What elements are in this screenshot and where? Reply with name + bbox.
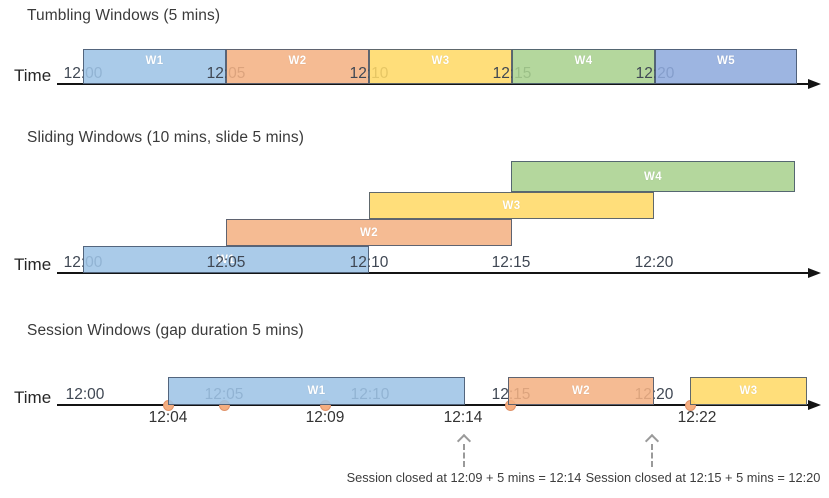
window-bar-label: W1 [145, 55, 164, 67]
tick-label-1220: 12:20 [634, 254, 674, 271]
section-title-session: Session Windows (gap duration 5 mins) [27, 322, 304, 339]
window-bar-w3: W3 [369, 49, 512, 84]
time-axis-label: Time [14, 66, 52, 85]
window-bar-w2: W2 [508, 377, 654, 405]
tick-label-1210: 12:10 [349, 254, 389, 271]
event-time-label-1214: 12:14 [443, 409, 483, 426]
window-bar-label: W1 [216, 253, 236, 266]
event-time-label-1209: 12:09 [305, 409, 345, 426]
window-bar-w4: W4 [511, 161, 795, 192]
window-bar-w2: W2 [226, 219, 512, 246]
window-bar-label: W3 [431, 55, 450, 67]
window-bar-label: W3 [502, 199, 521, 212]
time-axis [57, 272, 810, 274]
window-bar-w3: W3 [690, 377, 807, 405]
time-axis [57, 404, 810, 406]
arrow-shaft [651, 444, 653, 467]
window-bar-label: W5 [716, 55, 736, 67]
tick-label-1200: 12:00 [65, 386, 105, 403]
event-time-label-1222: 12:22 [677, 409, 717, 426]
window-bar-w2: W2 [226, 49, 369, 84]
axis-arrowhead [808, 79, 821, 89]
tick-label-1215: 12:15 [491, 254, 531, 271]
time-axis [57, 83, 810, 85]
window-bar-label: W2 [359, 226, 379, 239]
window-bar-label: W4 [574, 55, 593, 67]
window-bar-label: W3 [739, 385, 758, 397]
window-bar-label: W1 [307, 385, 326, 397]
window-bar-label: W2 [571, 385, 591, 397]
event-time-label-1204: 12:04 [148, 409, 188, 426]
time-axis-label: Time [14, 388, 52, 407]
axis-arrowhead [808, 400, 821, 410]
tick-label-1205: 12:05 [206, 254, 246, 271]
time-axis-label: Time [14, 255, 52, 274]
window-bar-w1: W1 [83, 49, 226, 84]
session-close-annotation-1: Session closed at 12:09 + 5 mins = 12:14 [346, 470, 582, 485]
window-bar-label: W4 [643, 170, 663, 183]
session-close-annotation-2: Session closed at 12:15 + 5 mins = 12:20 [585, 470, 821, 485]
window-bar-w3: W3 [369, 192, 654, 219]
axis-arrowhead [808, 268, 821, 278]
window-bar-label: W2 [288, 55, 307, 67]
section-title-tumbling: Tumbling Windows (5 mins) [27, 7, 221, 24]
window-bar-w5: W5 [655, 49, 797, 84]
window-bar-w1: W1 [83, 246, 369, 273]
arrow-shaft [463, 444, 465, 467]
window-bar-w1: W1 [168, 377, 465, 405]
window-bar-w4: W4 [512, 49, 655, 84]
section-title-sliding: Sliding Windows (10 mins, slide 5 mins) [27, 129, 304, 146]
